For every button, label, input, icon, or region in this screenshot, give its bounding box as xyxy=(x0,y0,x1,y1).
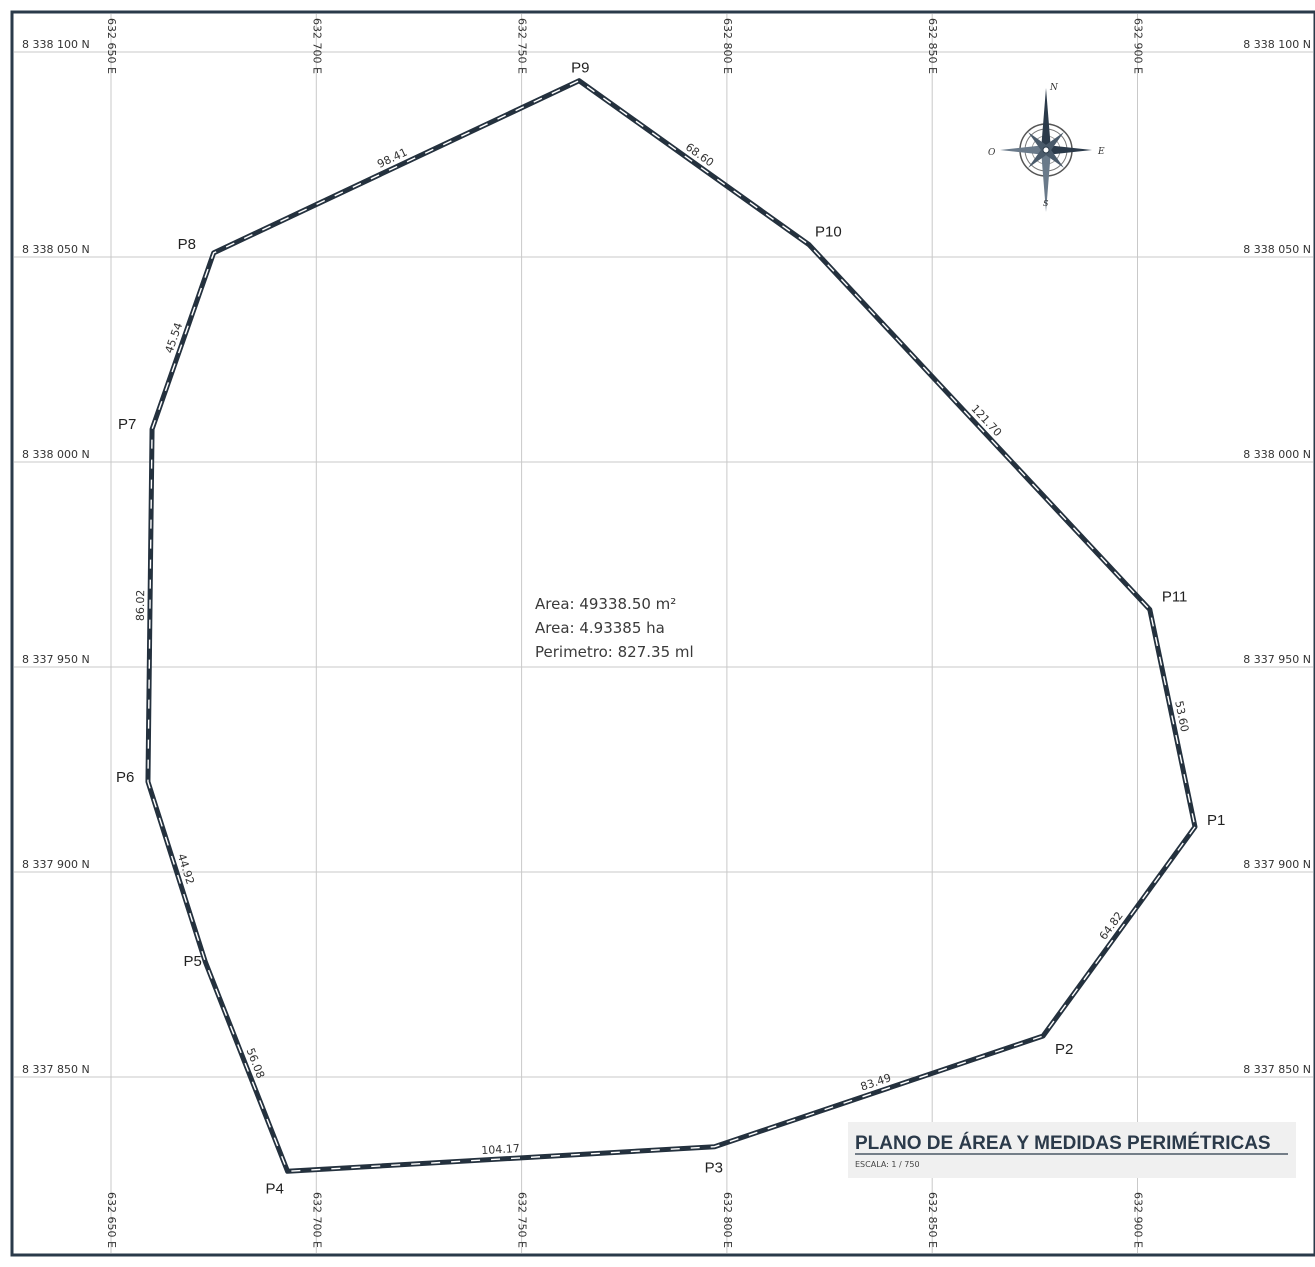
northing-label-left: 8 337 950 N xyxy=(22,653,90,666)
northing-label-right: 8 338 000 N xyxy=(1243,448,1311,461)
northing-label-right: 8 338 100 N xyxy=(1243,38,1311,51)
northing-label-left: 8 338 000 N xyxy=(22,448,90,461)
compass-south-label: S xyxy=(1043,199,1049,208)
area-info: Area: 49338.50 m² Area: 4.93385 ha Perim… xyxy=(535,595,694,661)
segment-length-label: 53.60 xyxy=(1172,700,1191,733)
vertex-label-p6: P6 xyxy=(116,769,134,786)
compass-north-label: N xyxy=(1049,83,1059,93)
vertex-labels: P1 P2 P3 P4 P5 P6 P7 P8 P9 P10 P11 xyxy=(116,60,1225,1198)
area-ha-text: Area: 4.93385 ha xyxy=(535,619,665,637)
compass-west-label: O xyxy=(988,148,996,158)
easting-label-top: 632 850 E xyxy=(926,18,939,74)
easting-label-top: 632 900 E xyxy=(1132,18,1145,74)
easting-label-top: 632 700 E xyxy=(310,18,323,74)
vertex-label-p9: P9 xyxy=(571,60,589,77)
vertex-label-p5: P5 xyxy=(183,953,201,970)
easting-label-bottom: 632 900 E xyxy=(1132,1192,1145,1248)
northing-label-left: 8 338 050 N xyxy=(22,243,90,256)
vertex-label-p7: P7 xyxy=(118,416,136,433)
easting-label-bottom: 632 650 E xyxy=(105,1192,118,1248)
northing-label-right: 8 337 850 N xyxy=(1243,1063,1311,1076)
perimeter-text: Perimetro: 827.35 ml xyxy=(535,643,694,661)
northing-label-left: 8 337 900 N xyxy=(22,858,90,871)
vertex-label-p8: P8 xyxy=(178,236,196,253)
northing-label-right: 8 337 900 N xyxy=(1243,858,1311,871)
easting-label-top: 632 800 E xyxy=(721,18,734,74)
compass-east-label: E xyxy=(1097,147,1105,157)
easting-label-bottom: 632 800 E xyxy=(721,1192,734,1248)
coordinate-labels: 632 650 E 632 650 E 632 700 E 632 700 E 632 … xyxy=(22,18,1311,1248)
easting-label-bottom: 632 750 E xyxy=(516,1192,529,1248)
compass-rose-icon: N E S O xyxy=(988,83,1105,212)
vertex-label-p11: P11 xyxy=(1162,589,1188,606)
easting-label-top: 632 650 E xyxy=(105,18,118,74)
boundary-dash xyxy=(147,79,1196,1173)
coordinate-grid xyxy=(14,14,1313,1253)
vertex-label-p10: P10 xyxy=(815,224,842,241)
northing-label-right: 8 337 950 N xyxy=(1243,653,1311,666)
northing-label-right: 8 338 050 N xyxy=(1243,243,1311,256)
segment-length-label: 86.02 xyxy=(134,590,147,622)
northing-label-left: 8 338 100 N xyxy=(22,38,90,51)
vertex-label-p1: P1 xyxy=(1207,812,1225,829)
title-block: PLANO DE ÁREA Y MEDIDAS PERIMÉTRICAS ESC… xyxy=(848,1122,1296,1178)
map-scale: ESCALA: 1 / 750 xyxy=(855,1160,920,1169)
vertex-label-p2: P2 xyxy=(1055,1041,1073,1058)
property-boundary xyxy=(145,78,1198,1174)
easting-label-bottom: 632 850 E xyxy=(926,1192,939,1248)
segment-length-label: 104.17 xyxy=(481,1142,520,1157)
easting-label-bottom: 632 700 E xyxy=(310,1192,323,1248)
map-frame xyxy=(10,10,1315,1257)
vertex-label-p3: P3 xyxy=(705,1160,723,1177)
vertex-label-p4: P4 xyxy=(266,1180,284,1197)
easting-label-top: 632 750 E xyxy=(516,18,529,74)
map-title: PLANO DE ÁREA Y MEDIDAS PERIMÉTRICAS xyxy=(855,1132,1271,1154)
title-block-background xyxy=(848,1122,1296,1178)
area-m2-text: Area: 49338.50 m² xyxy=(535,595,676,613)
northing-label-left: 8 337 850 N xyxy=(22,1063,90,1076)
